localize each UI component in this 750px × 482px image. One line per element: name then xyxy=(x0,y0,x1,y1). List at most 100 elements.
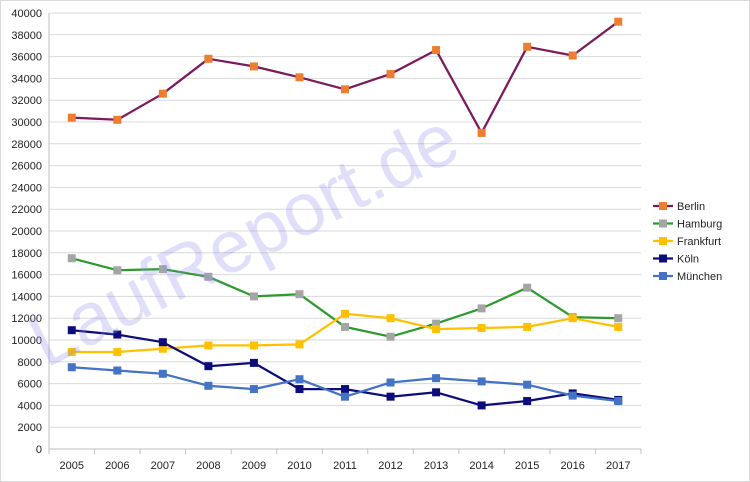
data-point-marker xyxy=(523,283,532,292)
data-point-marker xyxy=(477,128,486,137)
legend-marker-swatch xyxy=(659,237,667,245)
data-point-marker xyxy=(158,338,167,347)
data-point-marker xyxy=(113,266,122,275)
data-point-marker xyxy=(432,388,441,397)
data-point-marker xyxy=(432,325,441,334)
y-tick-label: 6000 xyxy=(18,379,42,391)
data-point-marker xyxy=(249,292,258,301)
legend-marker-swatch xyxy=(659,254,667,263)
data-point-marker xyxy=(295,375,304,384)
data-point-marker xyxy=(341,309,349,318)
y-tick-label: 40000 xyxy=(11,8,42,20)
series-2 xyxy=(67,309,623,356)
y-tick-label: 18000 xyxy=(11,248,42,260)
data-point-marker xyxy=(614,397,623,406)
data-point-marker xyxy=(113,366,122,375)
data-point-marker xyxy=(477,377,486,386)
x-axis-tick-labels: 2005 2006 2007 2008 2009 2010 2011 2012 2013 2014… xyxy=(60,460,631,472)
data-point-marker xyxy=(67,113,76,122)
data-point-marker xyxy=(204,381,213,390)
data-point-marker xyxy=(113,347,122,356)
y-tick-label: 0 xyxy=(36,444,42,456)
legend-marker-swatch xyxy=(659,272,667,280)
data-point-marker xyxy=(113,115,122,124)
data-point-marker xyxy=(249,358,258,367)
axes xyxy=(48,13,642,454)
data-point-marker xyxy=(67,326,76,335)
legend-marker-swatch xyxy=(659,219,667,228)
series-line xyxy=(71,20,619,135)
data-point-marker xyxy=(295,73,304,82)
y-axis-tick-labels: 0 2000 4000 6000 8000 10000 12000 14000 16000 180… xyxy=(11,8,42,456)
x-tick-label: 2012 xyxy=(378,460,402,472)
legend-item: Frankfurt xyxy=(653,236,721,248)
legend-item: Hamburg xyxy=(653,219,722,231)
legend-label: München xyxy=(677,271,722,283)
legend-item: München xyxy=(653,271,722,283)
y-tick-label: 34000 xyxy=(11,73,42,85)
data-point-marker xyxy=(295,385,304,394)
data-point-marker xyxy=(295,290,304,299)
data-point-marker xyxy=(568,391,577,400)
data-point-marker xyxy=(341,85,349,94)
data-point-marker xyxy=(67,363,76,372)
data-point-marker xyxy=(67,254,76,263)
data-point-marker xyxy=(158,265,167,274)
x-tick-label: 2015 xyxy=(515,460,539,472)
legend-label: Frankfurt xyxy=(677,236,721,248)
data-point-marker xyxy=(614,314,623,323)
data-point-marker xyxy=(477,401,486,410)
legend-label: Köln xyxy=(677,254,699,266)
data-point-marker xyxy=(341,322,349,331)
data-point-marker xyxy=(523,380,532,389)
y-tick-label: 26000 xyxy=(11,161,42,173)
data-point-marker xyxy=(158,344,167,353)
y-tick-label: 4000 xyxy=(18,400,42,412)
legend-label: Hamburg xyxy=(677,219,722,231)
data-point-marker xyxy=(341,392,349,401)
data-point-marker xyxy=(295,340,304,349)
x-tick-label: 2005 xyxy=(60,460,84,472)
x-tick-label: 2011 xyxy=(333,460,357,472)
y-tick-label: 20000 xyxy=(11,226,42,238)
data-point-marker xyxy=(568,51,577,60)
data-point-marker xyxy=(432,374,441,383)
data-point-marker xyxy=(477,324,486,333)
data-point-marker xyxy=(249,385,258,394)
x-tick-label: 2014 xyxy=(469,460,493,472)
data-point-marker xyxy=(204,54,213,63)
data-point-marker xyxy=(249,341,258,350)
data-point-marker xyxy=(614,17,623,26)
x-tick-label: 2009 xyxy=(242,460,266,472)
data-point-marker xyxy=(523,322,532,331)
y-tick-label: 32000 xyxy=(11,95,42,107)
data-point-marker xyxy=(204,362,213,371)
legend-item: Köln xyxy=(653,254,699,266)
data-point-marker xyxy=(614,322,623,331)
x-tick-label: 2010 xyxy=(287,460,311,472)
y-tick-label: 38000 xyxy=(11,30,42,42)
y-tick-label: 14000 xyxy=(11,291,42,303)
series-lines xyxy=(67,17,623,410)
data-point-marker xyxy=(432,46,441,55)
y-tick-label: 16000 xyxy=(11,270,42,282)
data-point-marker xyxy=(341,385,349,394)
data-point-marker xyxy=(386,332,395,341)
x-tick-label: 2008 xyxy=(196,460,220,472)
data-point-marker xyxy=(523,397,532,406)
x-tick-label: 2006 xyxy=(105,460,129,472)
data-point-marker xyxy=(386,70,395,79)
y-tick-label: 22000 xyxy=(11,204,42,216)
y-tick-label: 24000 xyxy=(11,182,42,194)
data-point-marker xyxy=(477,304,486,313)
y-tick-label: 2000 xyxy=(18,422,42,434)
data-point-marker xyxy=(568,314,577,323)
y-tick-label: 36000 xyxy=(11,52,42,64)
y-tick-label: 10000 xyxy=(11,335,42,347)
x-tick-label: 2007 xyxy=(151,460,175,472)
data-point-marker xyxy=(113,330,122,339)
data-point-marker xyxy=(432,319,441,328)
legend-item: Berlin xyxy=(653,201,705,213)
legend-marker-swatch xyxy=(659,202,667,210)
